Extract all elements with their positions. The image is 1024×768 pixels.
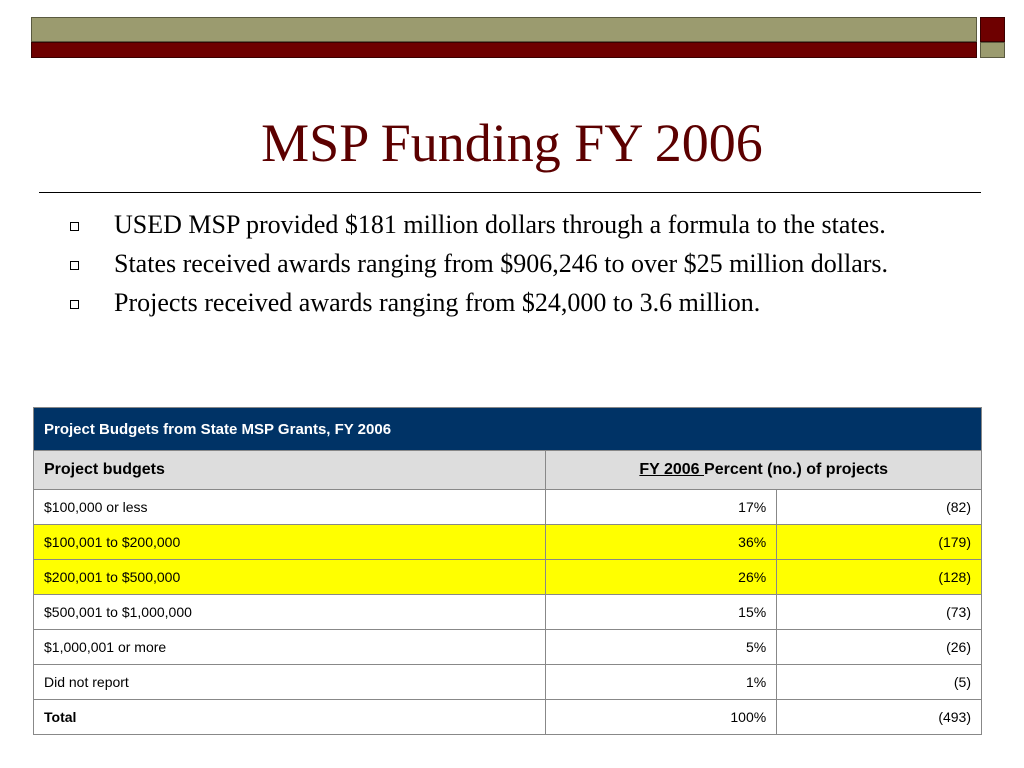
row-count: (73) [776, 594, 982, 630]
row-percent: 5% [545, 629, 778, 665]
row-label: $1,000,001 or more [32, 629, 547, 665]
table-row: $100,001 to $200,000 36% (179) [32, 524, 982, 560]
column-header-percent: FY 2006 Percent (no.) of projects [545, 450, 982, 490]
row-label: $500,001 to $1,000,000 [32, 594, 547, 630]
title-divider [39, 192, 981, 193]
row-label: $100,000 or less [32, 489, 547, 525]
row-count: (128) [776, 559, 982, 595]
row-percent: 36% [545, 524, 778, 560]
budget-table: Project Budgets from State MSP Grants, F… [32, 407, 982, 735]
square-bullet-icon [70, 222, 79, 231]
row-percent: 17% [545, 489, 778, 525]
row-percent: 15% [545, 594, 778, 630]
header-square-olive [980, 42, 1005, 58]
row-label: $200,001 to $500,000 [32, 559, 547, 595]
bullet-text: States received awards ranging from $906… [114, 249, 889, 278]
header-bar-olive [31, 17, 977, 42]
row-percent: 26% [545, 559, 778, 595]
table-row: Did not report 1% (5) [32, 664, 982, 700]
row-label: $100,001 to $200,000 [32, 524, 547, 560]
bullet-item: Projects received awards ranging from $2… [70, 286, 980, 320]
row-label: Total [32, 699, 547, 735]
square-bullet-icon [70, 300, 79, 309]
column-header-budgets: Project budgets [32, 450, 547, 490]
bullet-text: Projects received awards ranging from $2… [114, 288, 761, 317]
column-header-percent-text: Percent (no.) of projects [704, 461, 889, 478]
row-percent: 1% [545, 664, 778, 700]
table-row: $500,001 to $1,000,000 15% (73) [32, 594, 982, 630]
bullet-text: USED MSP provided $181 million dollars t… [114, 210, 886, 239]
row-count: (179) [776, 524, 982, 560]
table-row: $1,000,001 or more 5% (26) [32, 629, 982, 665]
table-total-row: Total 100% (493) [32, 699, 982, 735]
row-count: (493) [776, 699, 982, 735]
header-square-maroon [980, 17, 1005, 42]
slide-title: MSP Funding FY 2006 [261, 113, 763, 173]
table-caption: Project Budgets from State MSP Grants, F… [33, 407, 982, 451]
bullet-item: USED MSP provided $181 million dollars t… [70, 208, 980, 242]
row-count: (5) [776, 664, 982, 700]
column-header-year: FY 2006 [639, 461, 705, 478]
bullet-list: USED MSP provided $181 million dollars t… [70, 208, 980, 325]
table-header-row: Project budgets FY 2006 Percent (no.) of… [32, 450, 982, 490]
row-percent: 100% [545, 699, 778, 735]
row-count: (82) [776, 489, 982, 525]
table-row: $100,000 or less 17% (82) [32, 489, 982, 525]
row-label: Did not report [32, 664, 547, 700]
bullet-item: States received awards ranging from $906… [70, 247, 980, 281]
row-count: (26) [776, 629, 982, 665]
square-bullet-icon [70, 261, 79, 270]
table-row: $200,001 to $500,000 26% (128) [32, 559, 982, 595]
header-bar-maroon [31, 42, 977, 58]
